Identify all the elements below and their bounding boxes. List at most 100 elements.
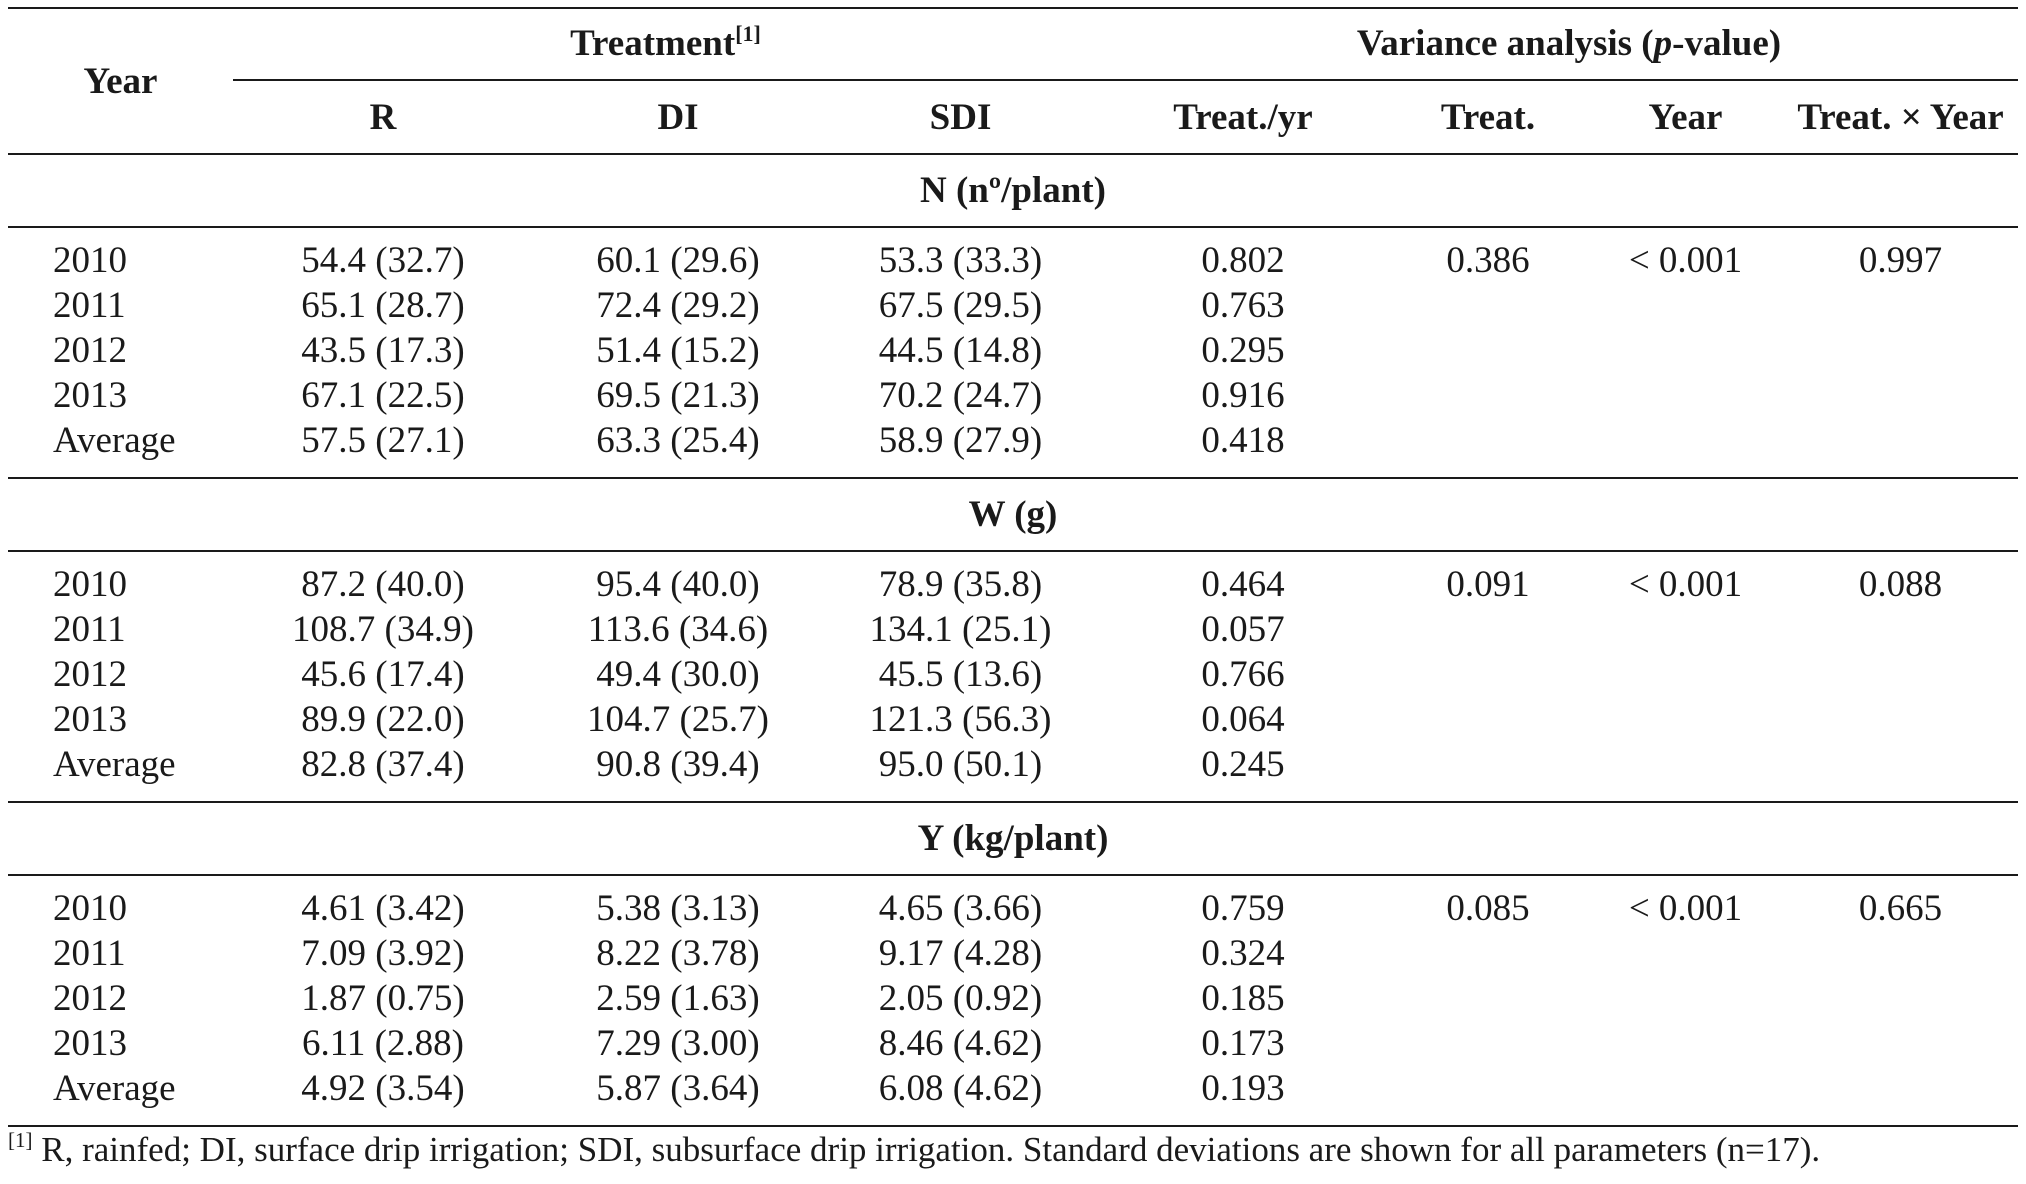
table-cell [1388,1066,1588,1127]
table-cell: 0.997 [1858,240,1943,281]
row-label: 2013 [53,375,127,416]
table-cell [1388,418,1588,478]
header-subcolumns: R DI SDI Treat./yr Treat. Year Treat. × Year [8,81,2018,155]
table-cell: < 0.001 [1628,240,1743,281]
table-cell: 51.4 (15.2) [596,330,760,371]
table-cell: 87.2 (40.0) [301,564,465,605]
table-cell [1388,976,1588,1021]
table-cell: 54.4 (32.7) [301,240,465,281]
table-cell [1588,931,1783,976]
data-table: Year Treatment[1] Variance analysis (p-v… [8,7,2018,1127]
row-label: Average [8,1066,233,1127]
header-year: Year [8,7,233,155]
table-cell: 5.87 (3.64) [533,1066,823,1127]
row-label: 2011 [53,609,126,650]
table-cell [1783,1066,2018,1127]
table-row: 2013 67.1 (22.5) 69.5 (21.3) 70.2 (24.7) 0.9… [8,373,2018,418]
table-header: Year Treatment[1] Variance analysis (p-v… [8,7,2018,155]
table-cell: 0.763 [1201,285,1285,326]
table-cell: 5.38 (3.13) [596,888,760,929]
table-cell [1783,652,2018,697]
table-cell [1783,607,2018,652]
table-cell [1588,976,1783,1021]
table-cell [1783,283,2018,328]
table-cell: 134.1 (25.1) [869,609,1052,650]
header-treatment-label: Treatment [570,23,736,64]
table-cell: 104.7 (25.7) [587,699,769,740]
row-label: Average [53,420,176,461]
row-label: 2013 [53,1023,127,1064]
table-cell: 65.1 (28.7) [301,285,465,326]
section-title: N (nº/plant) [8,153,2018,228]
header-col-3: Treat./yr [1098,81,1388,155]
table-cell [1388,652,1588,697]
table-cell: 1.87 (0.75) [301,978,465,1019]
table-cell: 82.8 (37.4) [301,744,465,785]
table-cell: < 0.001 [1628,888,1743,929]
table-cell: 7.09 (3.92) [301,933,465,974]
section-header-row: W (g) [8,477,2018,552]
table-cell: 0.064 [1201,699,1285,740]
table-cell: 0.759 [1201,888,1285,929]
table-cell: 0.386 [1446,240,1530,281]
row-label: 2011 [53,285,126,326]
table-cell: < 0.001 [1628,564,1743,605]
table-cell: 0.173 [1201,1023,1285,1064]
table-cell: 0.802 [1201,240,1285,281]
header-col-5: Year [1588,81,1783,155]
footnote-text: R, rainfed; DI, surface drip irrigation;… [32,1130,1821,1169]
table-cell: 70.2 (24.7) [878,375,1043,416]
row-label: 2013 [53,699,127,740]
table-row: Average 4.92 (3.54) 5.87 (3.64) 6.08 (4.62)… [8,1066,2018,1127]
table-cell: 8.46 (4.62) [878,1023,1043,1064]
header-col-0: R [233,81,533,155]
table-cell [1588,607,1783,652]
table-cell: 0.916 [1201,375,1285,416]
table-row: 2012 1.87 (0.75) 2.59 (1.63) 2.05 (0.92) 0.1… [8,976,2018,1021]
row-label: 2010 [53,240,127,281]
header-treatment: Treatment[1] [233,9,1098,81]
table-cell: 0.766 [1201,654,1285,695]
table-cell [1588,373,1783,418]
table-cell [1388,283,1588,328]
table-cell: 8.22 (3.78) [596,933,760,974]
table-row: 2012 45.6 (17.4) 49.4 (30.0) 45.5 (13.6) 0.7… [8,652,2018,697]
header-col-6: Treat. × Year [1783,81,2018,155]
table-cell [1783,742,2018,802]
table-body: N (nº/plant) 2010 54.4 (32.7) 60.1 (29.6) 53… [8,153,2018,1127]
footnote: [1] R, rainfed; DI, surface drip irrigat… [8,1128,1820,1172]
table-cell: 43.5 (17.3) [301,330,465,371]
table-cell [1783,1021,2018,1066]
table-cell [1588,283,1783,328]
table-cell [1388,607,1588,652]
table-row: 2013 89.9 (22.0) 104.7 (25.7) 121.3 (56.3) 0… [8,697,2018,742]
footnote-marker: [1] [8,1128,33,1152]
table-cell [1783,418,2018,478]
table-cell: 4.65 (3.66) [878,888,1043,929]
table-cell: 0.464 [1201,564,1285,605]
table-cell [1388,328,1588,373]
table-row: 2010 87.2 (40.0) 95.4 (40.0) 78.9 (35.8) 0.4… [8,551,2018,607]
table-cell [1783,328,2018,373]
table-cell: 78.9 (35.8) [878,564,1043,605]
table-cell: 0.185 [1201,978,1285,1019]
table-cell: 49.4 (30.0) [596,654,760,695]
table-cell: 60.1 (29.6) [596,240,760,281]
table-cell [1588,1066,1783,1127]
header-treatment-note: [1] [735,21,761,46]
table-cell [1783,373,2018,418]
header-variance-cell: Variance analysis (p-value) [1098,7,2018,81]
table-cell: 95.0 (50.1) [878,744,1043,785]
header-col-2: SDI [823,81,1098,155]
table-cell: 69.5 (21.3) [596,375,760,416]
table-cell: 4.92 (3.54) [233,1066,533,1127]
table-cell: 67.5 (29.5) [878,285,1043,326]
table-cell [1388,373,1588,418]
table-row: 2010 4.61 (3.42) 5.38 (3.13) 4.65 (3.66) 0.7… [8,875,2018,931]
table-cell: 0.295 [1201,330,1285,371]
p-italic: p [1653,23,1673,64]
row-label: 2011 [53,933,126,974]
table-row: 2011 108.7 (34.9) 113.6 (34.6) 134.1 (25.1)… [8,607,2018,652]
section-header-row: N (nº/plant) [8,153,2018,228]
row-label: 2010 [53,888,127,929]
